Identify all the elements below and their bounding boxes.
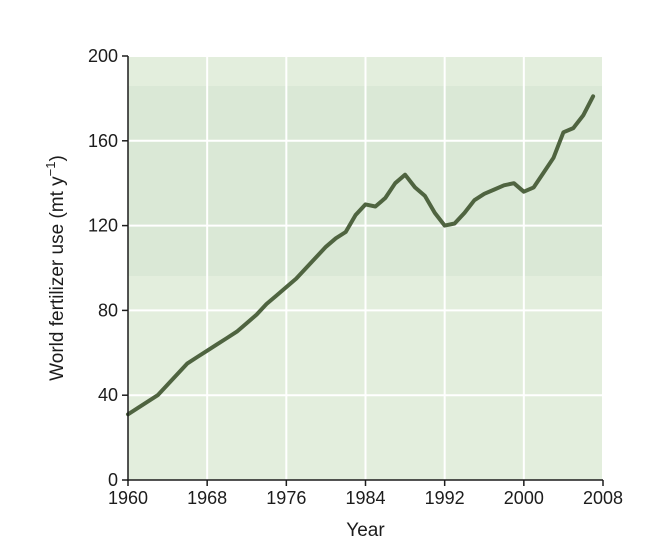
x-tick-label-1976: 1976 <box>266 488 306 508</box>
x-tick-label-1960: 1960 <box>108 488 148 508</box>
x-tick-label-2008: 2008 <box>583 488 623 508</box>
y-tick-label-0: 0 <box>108 470 118 490</box>
y-tick-label-160: 160 <box>88 131 118 151</box>
y-axis-title-main: World fertilizer use (mt y <box>47 176 68 381</box>
x-tick-label-2000: 2000 <box>504 488 544 508</box>
y-tick-label-120: 120 <box>88 216 118 236</box>
y-axis-title-superscript: −1 <box>43 162 58 177</box>
y-tick-label-80: 80 <box>98 300 118 320</box>
x-tick-label-1992: 1992 <box>425 488 465 508</box>
y-axis-title-close: ) <box>47 155 68 161</box>
x-axis-title: Year <box>346 520 385 541</box>
x-tick-label-1968: 1968 <box>187 488 227 508</box>
x-tick-label-1984: 1984 <box>345 488 385 508</box>
y-axis-title: World fertilizer use (mt y−1) <box>43 155 68 381</box>
x-ticks: 1960 1968 1976 1984 1992 2000 2008 <box>108 480 623 508</box>
grid-lines <box>128 55 604 480</box>
series-line-world-fertilizer-use <box>126 94 596 417</box>
y-ticks: 0 40 80 120 160 200 <box>88 46 128 490</box>
y-tick-label-200: 200 <box>88 46 118 66</box>
y-tick-label-40: 40 <box>98 385 118 405</box>
